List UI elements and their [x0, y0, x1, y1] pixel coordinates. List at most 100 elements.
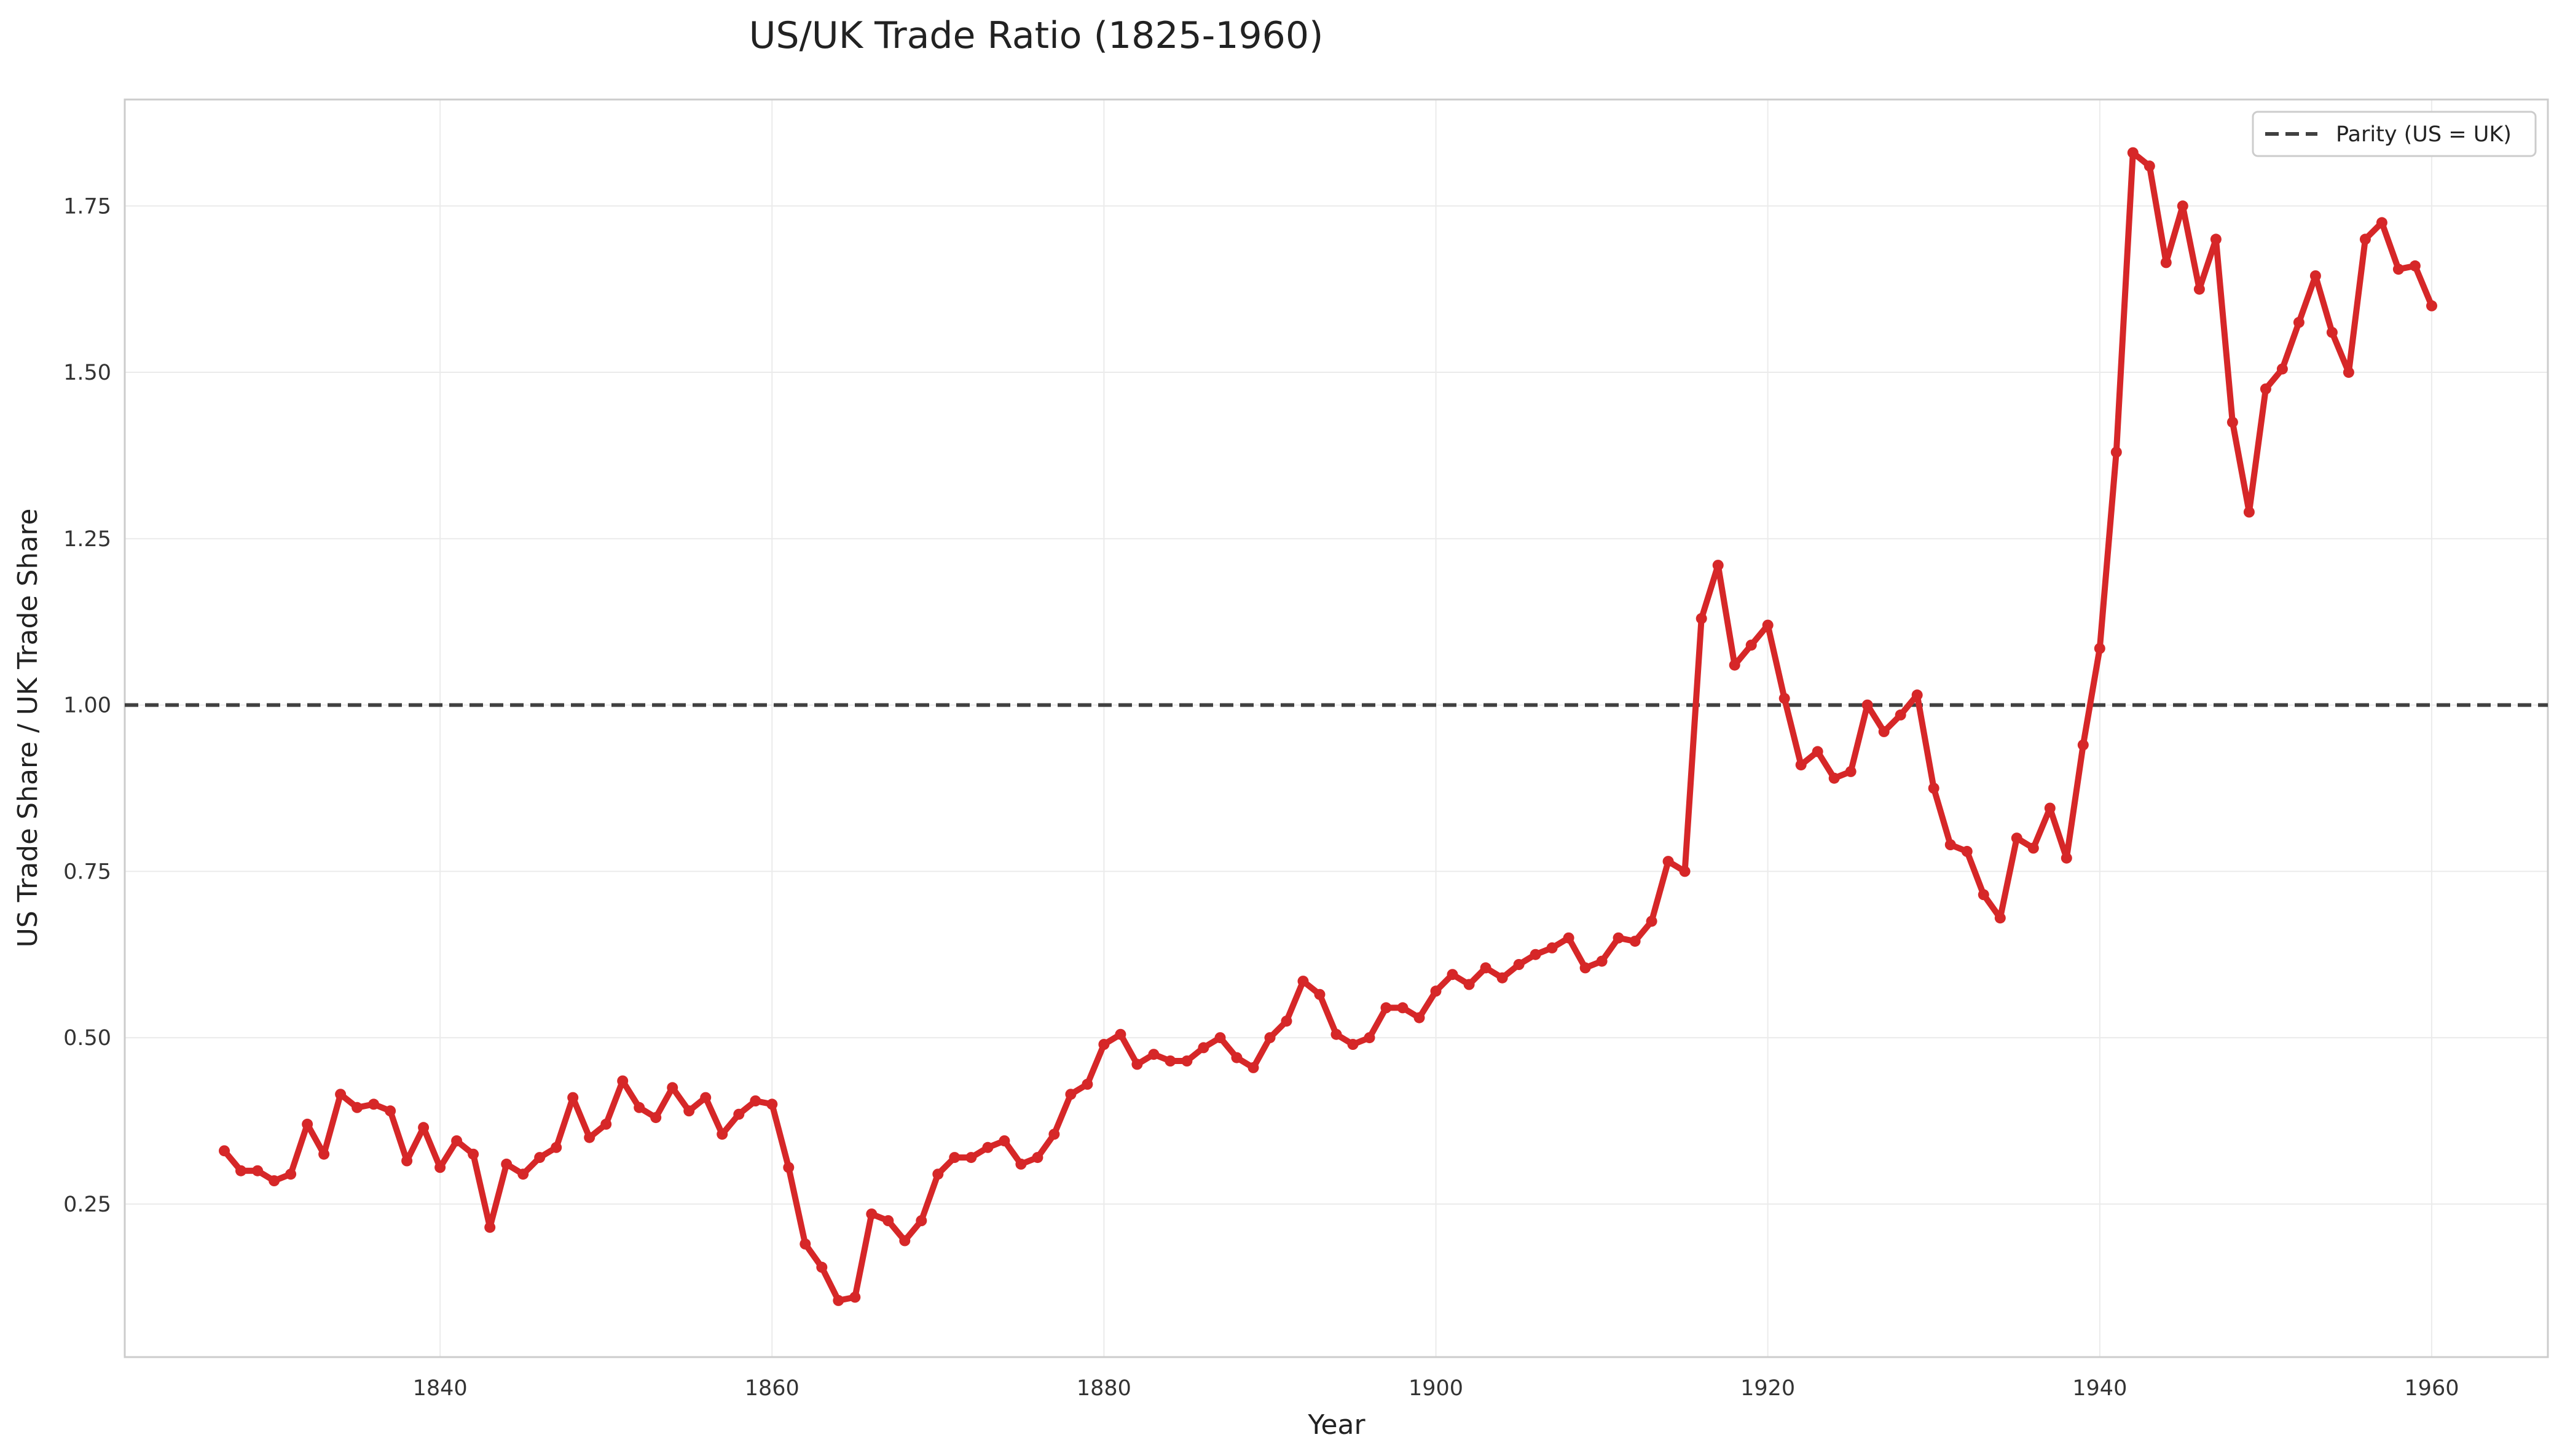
y-tick-labels: 0.25 0.50 0.75 1.00 1.25 1.50 1.75: [63, 194, 111, 1217]
data-point: [2144, 160, 2155, 172]
data-point: [617, 1075, 629, 1087]
data-point: [1314, 988, 1326, 1000]
data-point: [2309, 270, 2321, 281]
data-point: [584, 1132, 595, 1143]
data-point: [1165, 1055, 1176, 1067]
data-point: [1065, 1089, 1077, 1100]
data-point: [2376, 217, 2387, 229]
data-point: [1198, 1042, 1209, 1054]
y-tick-label: 0.25: [63, 1192, 111, 1217]
data-point: [999, 1135, 1010, 1146]
series-markers: [219, 147, 2437, 1306]
data-point: [932, 1168, 944, 1180]
data-point: [1098, 1039, 1110, 1050]
x-tick-label: 1860: [745, 1376, 800, 1401]
data-point: [816, 1261, 828, 1273]
data-point: [517, 1168, 529, 1180]
data-point: [2011, 832, 2022, 844]
data-point: [484, 1221, 496, 1233]
data-point: [1944, 839, 1956, 850]
data-point: [2210, 233, 2222, 245]
data-point: [285, 1168, 297, 1180]
x-tick-labels: 1840 1860 1880 1900 1920 1940 1960: [413, 1376, 2459, 1401]
data-point: [1596, 955, 1608, 967]
series-layer: [219, 147, 2437, 1306]
data-point: [1048, 1129, 1060, 1140]
data-point: [2260, 383, 2271, 395]
data-point: [1795, 759, 1807, 771]
data-point: [2044, 802, 2056, 814]
data-point: [1015, 1158, 1027, 1170]
data-point: [667, 1082, 678, 1094]
data-point: [352, 1102, 363, 1113]
data-point: [1812, 746, 1823, 757]
data-point: [899, 1235, 911, 1247]
data-point: [318, 1148, 330, 1160]
data-point: [1248, 1062, 1259, 1073]
data-point: [2226, 417, 2238, 428]
data-point: [1131, 1059, 1143, 1070]
data-point: [468, 1148, 479, 1160]
y-tick-label: 1.00: [63, 694, 111, 718]
data-point: [1397, 1002, 1409, 1014]
data-point: [2426, 300, 2437, 311]
data-point: [302, 1118, 313, 1130]
data-point: [1579, 962, 1591, 974]
data-point: [1928, 783, 1939, 794]
data-point: [1264, 1032, 1276, 1044]
y-tick-label: 0.50: [63, 1026, 111, 1051]
data-point: [600, 1118, 612, 1130]
data-point: [2094, 643, 2105, 654]
data-point: [1679, 866, 1691, 877]
data-point: [916, 1215, 927, 1226]
data-point: [882, 1215, 894, 1226]
data-point: [1662, 856, 1674, 867]
data-point: [269, 1175, 280, 1186]
data-point: [2177, 200, 2188, 212]
data-point: [1778, 692, 1790, 704]
data-point: [2160, 257, 2172, 268]
data-point: [1729, 659, 1740, 671]
data-point: [717, 1129, 728, 1140]
data-point: [2293, 316, 2305, 328]
chart-title: US/UK Trade Ratio (1825-1960): [749, 14, 1324, 57]
data-point: [965, 1152, 977, 1164]
data-point: [219, 1145, 230, 1157]
data-point: [567, 1092, 579, 1103]
data-point: [235, 1165, 246, 1176]
legend-box: [2252, 111, 2537, 157]
data-point: [1646, 915, 1657, 927]
data-point: [1563, 932, 1574, 944]
data-point: [1148, 1049, 1160, 1060]
data-point: [1530, 949, 1541, 960]
x-tick-label: 1940: [2072, 1376, 2127, 1401]
data-point: [2243, 506, 2255, 518]
data-point: [1082, 1078, 1093, 1090]
y-tick-label: 0.75: [63, 859, 111, 884]
data-point: [252, 1165, 264, 1176]
data-point: [1895, 709, 1906, 721]
data-point: [1961, 845, 1973, 857]
plot-frame: [124, 98, 2549, 1358]
legend: Parity (US = UK): [2252, 111, 2537, 157]
data-point: [2409, 260, 2421, 272]
data-point: [501, 1158, 513, 1170]
data-point: [1447, 969, 1458, 980]
data-point: [1513, 959, 1525, 970]
data-point: [1745, 640, 1757, 651]
data-point: [800, 1238, 811, 1250]
data-point: [1696, 613, 1707, 624]
data-point: [1364, 1032, 1375, 1044]
data-point: [1994, 912, 2006, 924]
x-axis-label: Year: [1307, 1409, 1365, 1441]
data-point: [2027, 842, 2039, 854]
data-point: [1231, 1052, 1243, 1063]
data-point: [833, 1294, 844, 1306]
data-point: [650, 1112, 662, 1124]
data-point: [1911, 689, 1923, 701]
x-tick-label: 1920: [1740, 1376, 1795, 1401]
data-point: [368, 1098, 380, 1110]
data-point: [1032, 1152, 1043, 1164]
